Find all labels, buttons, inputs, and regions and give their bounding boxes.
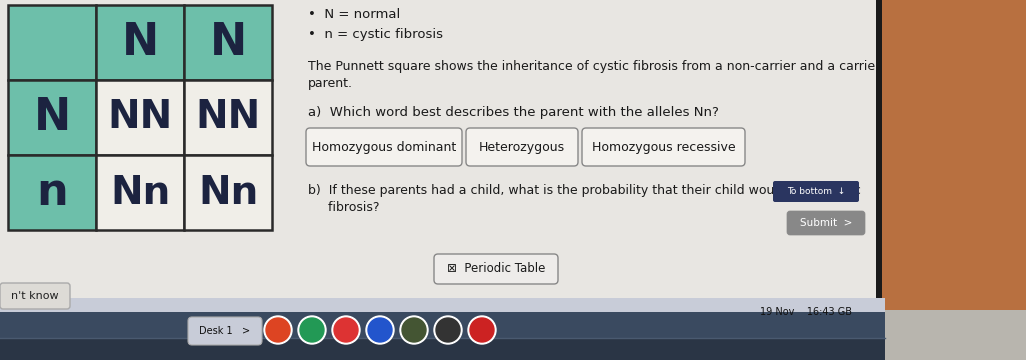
Text: b)  If these parents had a child, what is the probability that their child would: b) If these parents had a child, what is… [308, 184, 861, 197]
Bar [8, 80, 96, 155]
Circle shape [436, 318, 460, 342]
Text: 19 Nov    16:43 GB: 19 Nov 16:43 GB [760, 307, 852, 317]
FancyBboxPatch shape [582, 128, 745, 166]
Bar [96, 155, 184, 230]
Bar [876, 0, 882, 305]
Circle shape [470, 318, 494, 342]
Circle shape [434, 316, 462, 344]
Circle shape [300, 318, 324, 342]
Text: N: N [34, 96, 71, 139]
Text: The Punnett square shows the inheritance of cystic fibrosis from a non-carrier a: The Punnett square shows the inheritance… [308, 60, 880, 73]
Text: •  n = cystic fibrosis: • n = cystic fibrosis [308, 28, 443, 41]
Text: Nn: Nn [198, 174, 259, 211]
FancyBboxPatch shape [787, 211, 865, 235]
Bar [96, 5, 184, 80]
Bar [8, 155, 96, 230]
FancyBboxPatch shape [466, 128, 578, 166]
Bar [0, 0, 880, 300]
FancyBboxPatch shape [188, 317, 262, 345]
Circle shape [400, 316, 428, 344]
Text: n't know: n't know [11, 291, 58, 301]
Bar [0, 298, 885, 314]
Circle shape [334, 318, 358, 342]
Text: To bottom  ↓: To bottom ↓ [787, 187, 845, 196]
Circle shape [298, 316, 326, 344]
Text: Nn: Nn [110, 174, 170, 211]
Text: Homozygous recessive: Homozygous recessive [592, 140, 736, 153]
Text: Desk 1   >: Desk 1 > [199, 326, 250, 336]
FancyBboxPatch shape [0, 283, 70, 309]
FancyBboxPatch shape [773, 181, 859, 202]
Text: NN: NN [108, 99, 172, 136]
Text: N: N [121, 21, 159, 64]
Bar [184, 80, 272, 155]
Circle shape [368, 318, 392, 342]
Circle shape [332, 316, 360, 344]
Bar [184, 155, 272, 230]
Text: ⊠  Periodic Table: ⊠ Periodic Table [446, 262, 545, 275]
Circle shape [266, 318, 290, 342]
FancyBboxPatch shape [434, 254, 558, 284]
Text: a)  Which word best describes the parent with the alleles Nn?: a) Which word best describes the parent … [308, 106, 719, 119]
FancyBboxPatch shape [306, 128, 462, 166]
Text: Heterozygous: Heterozygous [479, 140, 565, 153]
Circle shape [366, 316, 394, 344]
Text: Submit  >: Submit > [800, 218, 853, 228]
Text: N: N [209, 21, 246, 64]
Bar [0, 338, 885, 360]
Bar [184, 5, 272, 80]
Bar [96, 80, 184, 155]
Text: parent.: parent. [308, 77, 353, 90]
Text: Homozygous dominant: Homozygous dominant [312, 140, 457, 153]
Text: n: n [36, 171, 68, 214]
Circle shape [468, 316, 496, 344]
Bar [8, 5, 96, 80]
Text: NN: NN [195, 99, 261, 136]
Circle shape [402, 318, 426, 342]
Circle shape [264, 316, 292, 344]
Text: fibrosis?: fibrosis? [308, 201, 380, 214]
Bar [880, 0, 1026, 310]
Text: •  N = normal: • N = normal [308, 8, 400, 21]
Bar [0, 312, 885, 340]
